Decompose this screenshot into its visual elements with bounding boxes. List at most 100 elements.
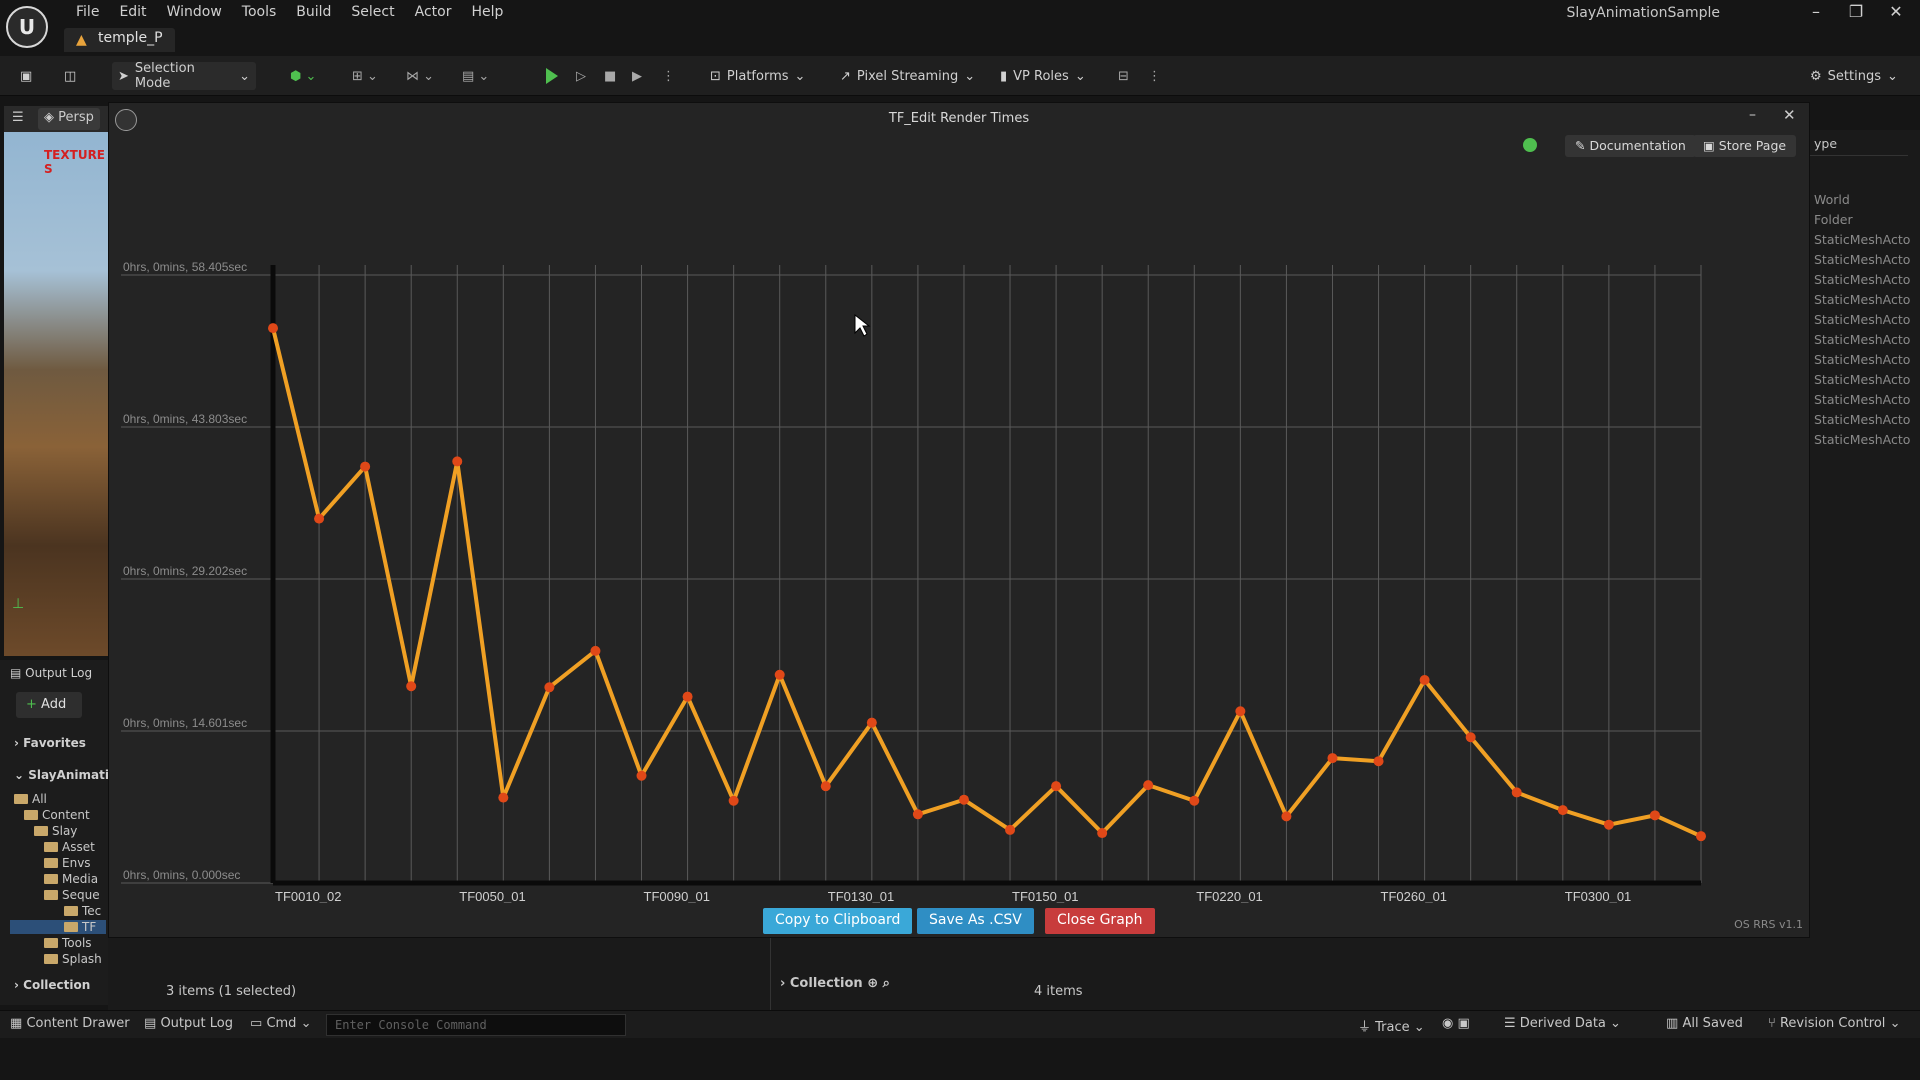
level-viewport[interactable]: ☰ ◈ Persp TEXTURE S ⊥ [4,106,108,656]
trace-dropdown[interactable]: ⏚ Trace ⌄ [1358,1016,1425,1035]
outliner-panel: ype World Folder StaticMeshActo StaticMe… [1808,130,1920,1010]
tree-label: Media [62,872,99,886]
output-log-tab[interactable]: ▤ Output Log [10,666,92,680]
collection-label: Collection [789,976,863,991]
series-line [271,327,1702,838]
documentation-button[interactable]: ✎ Documentation [1565,135,1696,157]
cinematics-icon[interactable]: ⋈ ⌄ [406,68,435,84]
platforms-dropdown[interactable]: ⊡ Platforms ⌄ [704,62,811,90]
tree-item-splash[interactable]: Splash [44,952,102,966]
project-section[interactable]: ⌄ SlayAnimatio [14,768,117,782]
browse-icon[interactable]: ◫ [64,68,77,84]
folder-icon [14,794,28,804]
outliner-type-cell: World [1814,192,1850,207]
close-icon[interactable]: ✕ [1783,106,1796,124]
camera-icon[interactable]: ⊟ [1118,68,1129,84]
data-point [1696,831,1706,842]
y-tick-label: 0hrs, 0mins, 58.405sec [123,260,247,274]
play-options-icon[interactable]: ⋮ [662,68,675,84]
tree-item-content[interactable]: Content [24,808,90,822]
menu-build[interactable]: Build [296,4,332,20]
close-graph-button[interactable]: Close Graph [1045,908,1155,934]
settings-dropdown[interactable]: ⚙ Settings ⌄ [1804,62,1904,90]
add-collection-icon[interactable]: ⊕ [867,976,879,991]
menu-select[interactable]: Select [351,4,395,20]
record-icon[interactable]: ◉ ▣ [1442,1016,1470,1031]
menu-actor[interactable]: Actor [414,4,452,20]
stop-icon[interactable]: ■ [604,68,617,84]
play-button[interactable] [540,62,564,90]
main-menu: File Edit Window Tools Build Select Acto… [66,2,513,22]
launch-icon[interactable]: ▶ [632,68,642,84]
level-tab[interactable]: ▲ temple_P [64,28,175,52]
revision-control-dropdown[interactable]: ⑂ Revision Control ⌄ [1768,1016,1900,1031]
items-count-left: 3 items (1 selected) [166,984,297,999]
folder-icon [44,842,58,852]
outliner-type-header[interactable]: ype [1808,134,1908,156]
chevron-right-icon: › [780,976,786,991]
mode-icon[interactable]: ▤ ⌄ [462,68,490,84]
vp-roles-dropdown[interactable]: ▮ VP Roles ⌄ [994,62,1092,90]
menu-edit[interactable]: Edit [119,4,147,20]
menu-window[interactable]: Window [166,4,222,20]
title-bar: U File Edit Window Tools Build Select Ac… [0,0,1920,56]
search-icon[interactable]: ⌕ [882,976,890,991]
selection-mode-dropdown[interactable]: ➤ Selection Mode ⌄ [112,61,256,91]
book-icon: ✎ [1575,138,1586,153]
data-point [1097,828,1108,839]
save-icon[interactable]: ▣ [20,68,33,84]
more-options-icon[interactable]: ⋮ [1148,68,1161,84]
restore-icon[interactable]: ❐ [1848,2,1864,21]
tree-item-tools[interactable]: Tools [44,936,92,950]
data-point [820,781,831,792]
menu-tools[interactable]: Tools [241,4,277,20]
tree-item-seque[interactable]: Seque [44,888,100,902]
console-command-input[interactable]: Enter Console Command [326,1014,626,1036]
tree-item-envs[interactable]: Envs [44,856,91,870]
content-drawer-button[interactable]: ▦ Content Drawer [10,1016,130,1031]
outliner-type-cell: StaticMeshActo [1814,392,1911,407]
save-as-csv-button[interactable]: Save As .CSV [917,908,1034,934]
copy-to-clipboard-button[interactable]: Copy to Clipboard [763,908,913,934]
perspective-button[interactable]: ◈ Persp [38,108,100,130]
version-label: OS RRS v1.1 [1734,918,1803,931]
folder-icon [44,890,58,900]
data-point [1281,811,1292,822]
blueprint-icon[interactable]: ⊞ ⌄ [352,68,378,84]
tree-item-media[interactable]: Media [44,872,98,886]
minimize-icon[interactable]: – [1749,107,1756,123]
tree-item-tec[interactable]: Tec [64,904,101,918]
collection-section-right[interactable]: › Collection ⊕ ⌕ [780,976,890,991]
folder-icon [44,874,58,884]
revision-control-label: Revision Control [1779,1016,1886,1031]
store-page-button[interactable]: ▣ Store Page [1693,135,1797,157]
derived-data-dropdown[interactable]: ☰ Derived Data ⌄ [1504,1016,1621,1031]
tree-item-slay[interactable]: Slay [34,824,77,838]
data-point [268,323,278,334]
close-icon[interactable]: ✕ [1889,2,1903,21]
minimize-icon[interactable]: – [1812,2,1820,21]
trace-icon: ⏚ [1358,1020,1372,1035]
pixel-streaming-dropdown[interactable]: ↗ Pixel Streaming ⌄ [834,62,981,90]
render-times-chart: 0hrs, 0mins, 0.000sec 0hrs, 0mins, 14.601… [121,260,1706,903]
favorites-section[interactable]: › Favorites [14,736,86,750]
all-saved-button[interactable]: ▥ All Saved [1666,1016,1743,1031]
data-point [452,456,463,467]
output-log-button[interactable]: ▤ Output Log [144,1016,233,1031]
quick-add-icon[interactable]: ⬢ ⌄ [290,68,317,84]
hamburger-icon[interactable]: ☰ [12,110,24,125]
tree-item-tf[interactable]: TF [10,920,106,934]
tree-item-all[interactable]: All [14,792,47,806]
step-icon[interactable]: ▷ [576,68,586,84]
x-tick-label: TF0220_01 [1196,889,1263,903]
trace-label: Trace [1375,1020,1410,1035]
menu-file[interactable]: File [76,4,100,20]
cmd-dropdown[interactable]: ▭ Cmd ⌄ [250,1016,311,1031]
add-button[interactable]: + Add [16,692,82,718]
menu-help[interactable]: Help [471,4,504,20]
outliner-type-cell: StaticMeshActo [1814,232,1911,247]
unreal-logo-icon[interactable]: U [6,6,48,48]
tree-label: Asset [62,840,95,854]
tree-item-asset[interactable]: Asset [44,840,95,854]
collection-section-left[interactable]: › Collection [14,978,90,992]
